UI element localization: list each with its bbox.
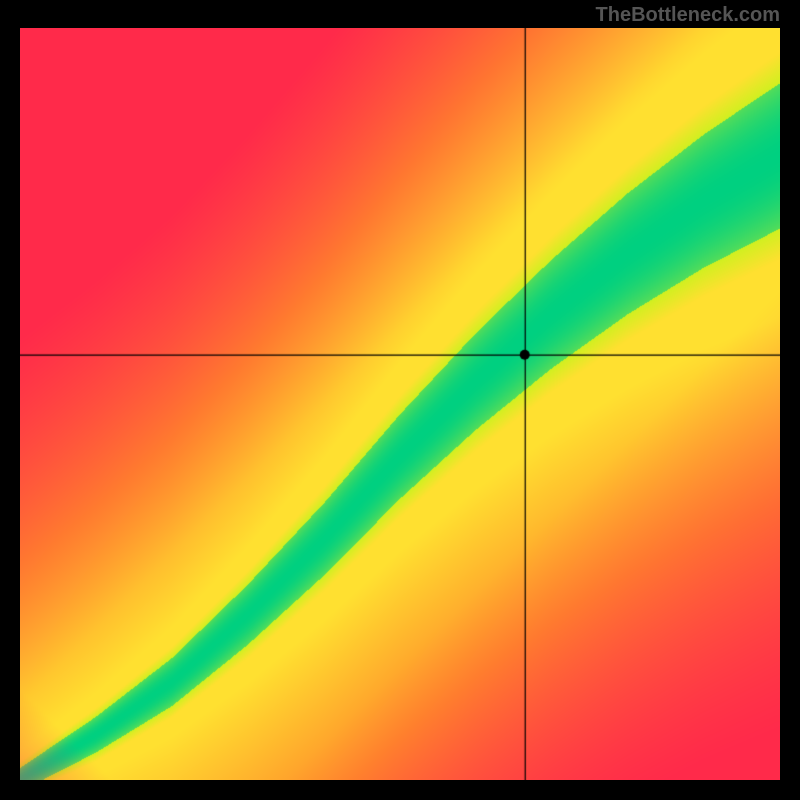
watermark-text: TheBottleneck.com: [596, 4, 780, 27]
chart-container: TheBottleneck.com: [0, 0, 800, 800]
bottleneck-heatmap: [20, 28, 780, 780]
